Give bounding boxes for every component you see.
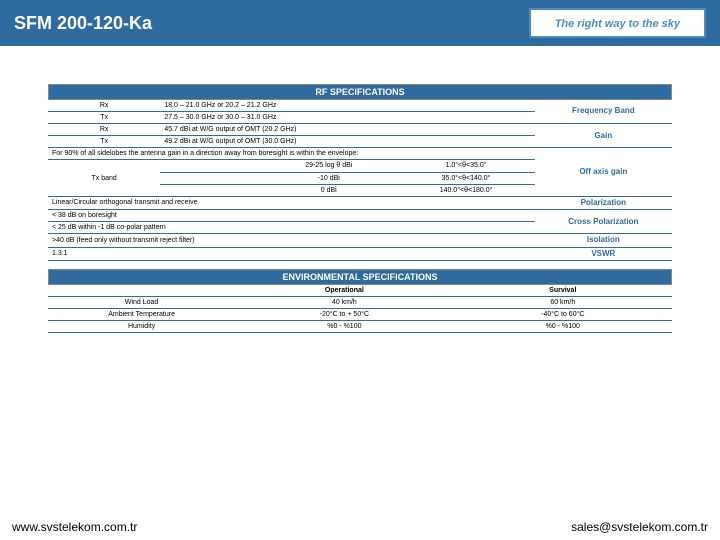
- env-col-op: Operational: [235, 285, 453, 297]
- off-r1a: 29-25 log θ dBi: [260, 160, 397, 172]
- vswr-label: VSWR: [535, 247, 672, 260]
- pol-label: Polarization: [535, 196, 672, 209]
- hum-label: Humidity: [48, 321, 235, 333]
- off-axis-label: Off axis gain: [535, 148, 672, 196]
- wind-op: 40 km/h: [235, 297, 453, 309]
- xpol1: < 38 dB on boresight: [48, 210, 535, 222]
- header-bar: SFM 200-120-Ka The right way to the sky: [0, 0, 720, 46]
- vswr-text: 1.3:1: [48, 247, 535, 260]
- iso-text: >40 dB (feed only without transmit rejec…: [48, 234, 535, 247]
- temp-label: Ambient Temperature: [48, 309, 235, 321]
- temp-op: -20°C to + 50°C: [235, 309, 453, 321]
- tx-freq: 27.5 – 30.0 GHz or 30.0 – 31.0 GHz: [160, 112, 534, 124]
- freq-band-label: Frequency Band: [535, 100, 672, 124]
- xpol-label: Cross Polarization: [535, 210, 672, 234]
- gain-label: Gain: [535, 124, 672, 148]
- footer-website: www.svstelekom.com.tr: [12, 520, 137, 534]
- tx-gain-label: Tx: [48, 136, 160, 148]
- tx-gain: 49.2 dBi at W/G output of OMT (30.0 GHz): [160, 136, 534, 148]
- footer: www.svstelekom.com.tr sales@svstelekom.c…: [0, 520, 720, 534]
- off-r1b: 1.0°<θ<35.0°: [397, 160, 534, 172]
- envelope-text: For 90% of all sidelobes the antenna gai…: [48, 148, 535, 160]
- slogan-box: The right way to the sky: [529, 8, 706, 38]
- product-title: SFM 200-120-Ka: [14, 13, 152, 34]
- slogan-text: The right way to the sky: [555, 18, 680, 30]
- txband-label: Tx band: [48, 160, 160, 196]
- off-r3a: 0 dBi: [260, 184, 397, 196]
- iso-label: Isolation: [535, 234, 672, 247]
- wind-label: Wind Load: [48, 297, 235, 309]
- wind-surv: 60 km/h: [454, 297, 672, 309]
- off-r3b: 140.0°<θ<180.0°: [397, 184, 534, 196]
- tx-label: Tx: [48, 112, 160, 124]
- off-r2b: 35.0°<θ<140.0°: [397, 172, 534, 184]
- env-table: Operational Survival Wind Load 40 km/h 6…: [48, 285, 672, 333]
- rx-label: Rx: [48, 100, 160, 112]
- rx-gain: 45.7 dBi at W/G output of OMT (20.2 GHz): [160, 124, 534, 136]
- env-col-surv: Survival: [454, 285, 672, 297]
- rf-table: Rx 18.0 – 21.0 GHz or 20.2 – 21.2 GHz Fr…: [48, 100, 672, 261]
- rx-gain-label: Rx: [48, 124, 160, 136]
- footer-email: sales@svstelekom.com.tr: [571, 520, 708, 534]
- off-r2a: -10 dBi: [260, 172, 397, 184]
- main-content: RF SPECIFICATIONS Rx 18.0 – 21.0 GHz or …: [0, 46, 720, 333]
- xpol2: < 25 dB within -1 dB co-polar pattern: [48, 222, 535, 234]
- hum-op: %0 - %100: [235, 321, 453, 333]
- pol-text: Linear/Circular orthogonal transmit and …: [48, 196, 535, 209]
- env-section-header: ENVIRONMENTAL SPECIFICATIONS: [48, 269, 672, 285]
- hum-surv: %0 - %100: [454, 321, 672, 333]
- rf-section-header: RF SPECIFICATIONS: [48, 84, 672, 100]
- rx-freq: 18.0 – 21.0 GHz or 20.2 – 21.2 GHz: [160, 100, 534, 112]
- temp-surv: -40°C to 60°C: [454, 309, 672, 321]
